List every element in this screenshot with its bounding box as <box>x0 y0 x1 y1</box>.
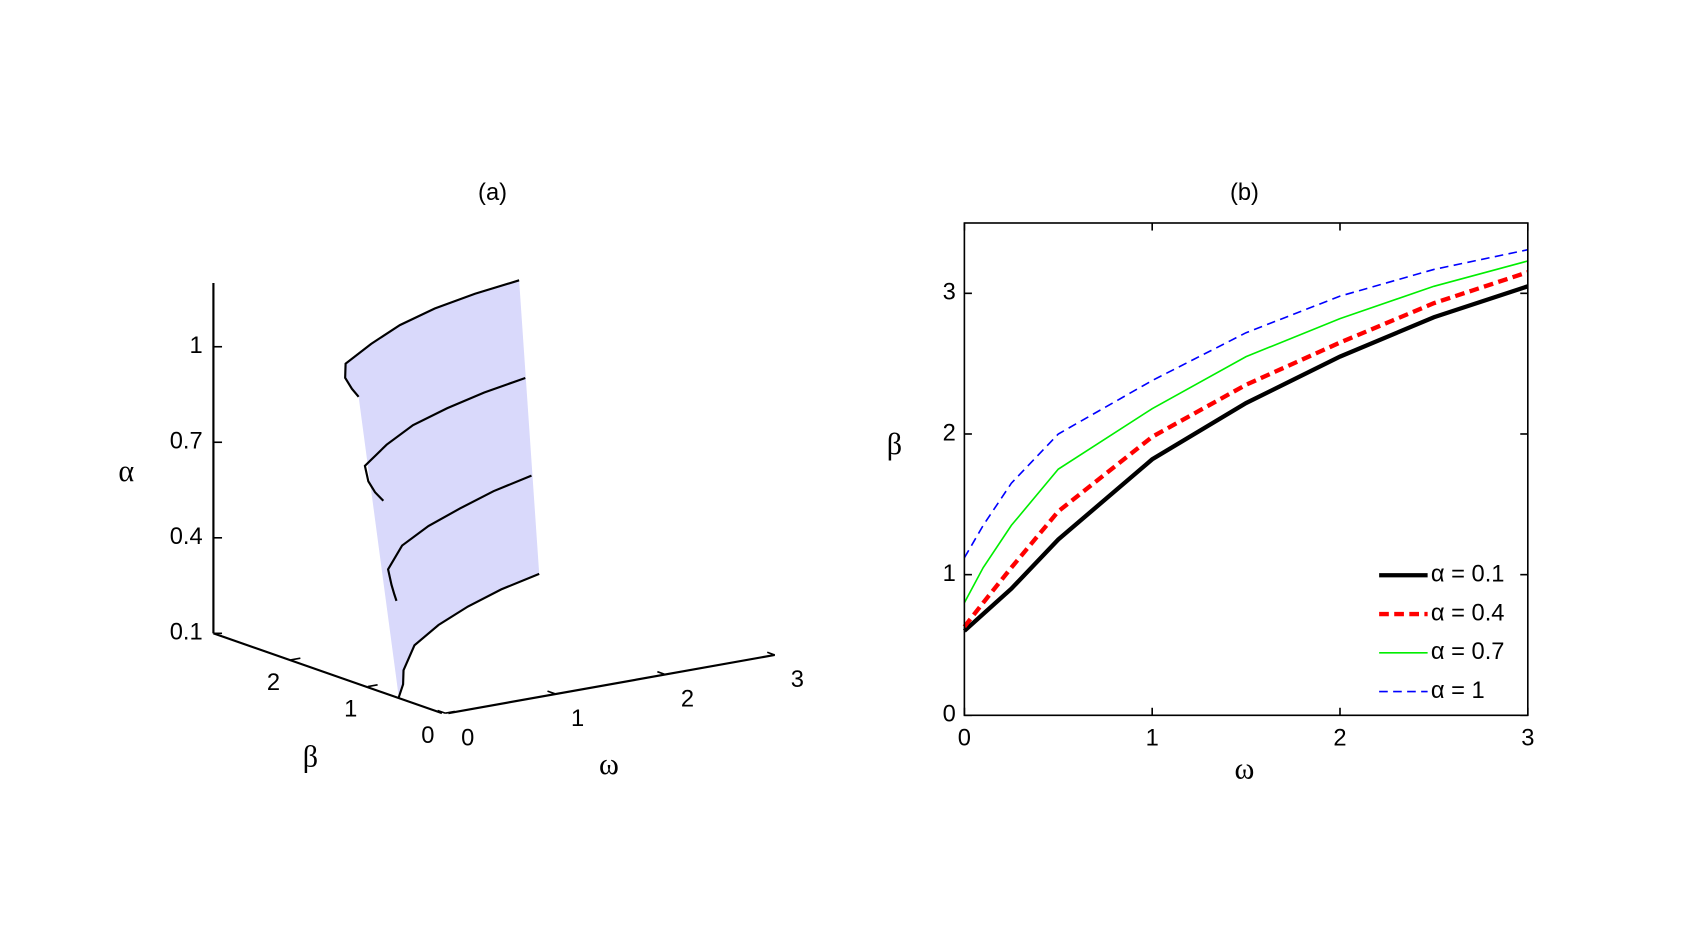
y-tick-label: 1 <box>344 697 357 723</box>
curve-3d <box>344 279 520 398</box>
x-tick <box>437 709 446 714</box>
x-tick-label: 0 <box>958 725 971 751</box>
z-tick-label: 1 <box>189 333 202 359</box>
chart-title: (a) <box>478 180 507 206</box>
x-tick-label: 2 <box>681 686 694 712</box>
x-axis-label: ω <box>1235 751 1255 785</box>
x-tick-label: 2 <box>1333 725 1346 751</box>
y-tick <box>367 684 378 688</box>
curve-3d <box>386 474 532 602</box>
y-axis <box>213 632 443 715</box>
curve-3d <box>397 572 540 698</box>
line <box>963 260 1529 604</box>
legend-label: α = 0.7 <box>1431 639 1505 665</box>
x-tick <box>547 690 556 695</box>
y-tick-label: 0 <box>943 702 956 728</box>
line <box>963 248 1528 559</box>
x-tick-label: 1 <box>571 706 584 732</box>
x-tick-label: 1 <box>1146 725 1159 751</box>
y-tick-label: 3 <box>943 280 956 306</box>
y-tick-label: 2 <box>943 420 956 446</box>
legend-label: α = 0.4 <box>1431 600 1505 626</box>
curve-3d <box>363 376 526 502</box>
z-tick-label: 0.1 <box>170 620 203 646</box>
y-tick <box>290 657 301 661</box>
plot-frame <box>963 222 1529 717</box>
x-tick-label: 3 <box>791 667 804 693</box>
line <box>962 270 1529 629</box>
x-tick <box>657 670 666 676</box>
x-tick <box>766 651 776 656</box>
y-tick-label: 2 <box>267 670 280 696</box>
y-tick-label: 1 <box>943 561 956 587</box>
y-tick <box>444 710 455 714</box>
y-axis-label: β <box>303 739 318 773</box>
x-tick-label: 0 <box>461 725 474 751</box>
y-tick-label: 0 <box>421 723 434 749</box>
z-axis-label: α <box>118 454 134 488</box>
chart-title: (b) <box>1230 180 1259 206</box>
z-tick-label: 0.7 <box>170 429 203 455</box>
x-axis-label: ω <box>599 747 619 781</box>
legend-label: α = 0.1 <box>1431 562 1505 588</box>
x-tick-label: 3 <box>1521 725 1534 751</box>
z-tick-label: 0.4 <box>170 524 203 550</box>
x-axis <box>448 653 775 715</box>
legend-label: α = 1 <box>1431 678 1485 704</box>
y-axis-label: β <box>887 427 902 461</box>
line <box>962 284 1529 633</box>
